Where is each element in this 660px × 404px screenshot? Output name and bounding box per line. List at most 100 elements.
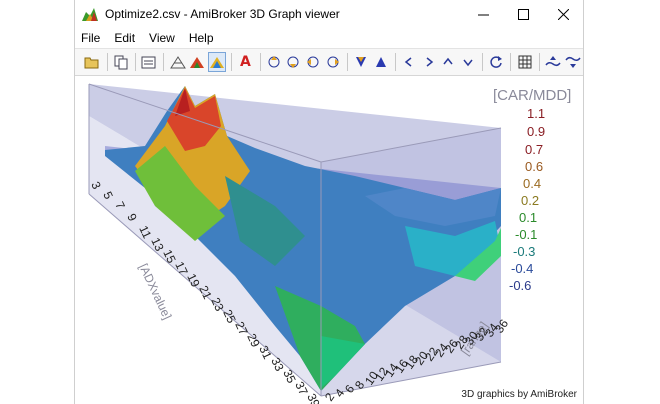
toolbar-separator — [346, 53, 348, 71]
grid-icon — [518, 55, 532, 69]
graph-viewer-window: Optimize2.csv - AmiBroker 3D Graph viewe… — [74, 0, 584, 404]
z-tick: -0.4 — [511, 261, 533, 276]
toolbar-separator — [231, 53, 233, 71]
y-tick: 31 — [256, 343, 274, 361]
y-tick: 27 — [232, 319, 250, 337]
copy-icon — [114, 55, 128, 70]
move-up-button[interactable] — [439, 52, 458, 72]
toolbar-separator — [481, 53, 483, 71]
level-down-button[interactable] — [563, 52, 582, 72]
toolbar-separator — [394, 53, 396, 71]
reset-icon — [490, 56, 503, 68]
z-tick: 0.7 — [525, 142, 543, 157]
wireframe-button[interactable] — [168, 52, 187, 72]
properties-icon — [141, 56, 156, 69]
z-tick: 0.9 — [527, 124, 545, 139]
properties-button[interactable] — [140, 52, 159, 72]
minimize-icon — [477, 14, 489, 15]
text-button[interactable]: A — [236, 52, 255, 72]
toolbar-separator — [538, 53, 540, 71]
folder-open-icon — [84, 57, 99, 69]
z-tick: 1.1 — [527, 106, 545, 121]
z-tick: 0.4 — [523, 176, 541, 191]
minimize-button[interactable] — [463, 0, 503, 28]
y-tick: 13 — [148, 235, 166, 253]
rotate-down-icon — [287, 56, 299, 68]
y-tick: 15 — [160, 247, 178, 265]
menu-bar: File Edit View Help — [75, 28, 583, 48]
toolbar: A — [75, 48, 583, 76]
y-tick: 25 — [220, 307, 238, 325]
maximize-icon — [517, 8, 529, 20]
shaded-button[interactable] — [188, 52, 207, 72]
graph-canvas[interactable]: [CAR/MDD] 1.1 0.9 0.7 0.6 0.4 0.2 0.1 -0… — [75, 76, 585, 404]
move-left-button[interactable] — [400, 52, 419, 72]
wireframe-icon — [169, 56, 186, 69]
maximize-button[interactable] — [503, 0, 543, 28]
y-tick: 39 — [304, 391, 322, 404]
colored-surface-icon — [209, 57, 224, 68]
graph-area[interactable]: [CAR/MDD] 1.1 0.9 0.7 0.6 0.4 0.2 0.1 -0… — [75, 76, 585, 404]
rotate-left-button[interactable] — [304, 52, 323, 72]
surface — [105, 86, 501, 391]
y-tick: 21 — [196, 283, 214, 301]
level-up-button[interactable] — [544, 52, 563, 72]
colored-surface-button[interactable] — [207, 52, 227, 72]
menu-help[interactable]: Help — [188, 31, 214, 45]
z-tick: -0.6 — [509, 278, 531, 293]
arrow-right-icon — [426, 57, 433, 67]
box-edge — [320, 127, 502, 163]
y-tick: 37 — [292, 379, 310, 397]
level-up-icon — [545, 56, 561, 67]
arrow-up-icon — [443, 57, 453, 65]
y-axis-label: [ADXvalue] — [136, 261, 174, 321]
shaded-surface-icon — [190, 57, 205, 68]
y-tick: 33 — [268, 355, 286, 373]
box-edge — [88, 193, 322, 397]
graph-credit: 3D graphics by AmiBroker — [461, 389, 577, 400]
app-icon — [82, 8, 98, 21]
menu-edit[interactable]: Edit — [114, 31, 136, 45]
y-tick: 17 — [172, 259, 190, 277]
zoom-in-icon — [355, 57, 366, 67]
rotate-up-icon — [268, 56, 280, 68]
toolbar-separator — [163, 53, 165, 71]
z-tick: -0.1 — [515, 227, 537, 242]
reset-view-button[interactable] — [487, 52, 506, 72]
text-a-icon: A — [239, 54, 251, 70]
rotate-right-button[interactable] — [323, 52, 342, 72]
zoom-out-icon — [375, 57, 386, 67]
arrow-left-icon — [404, 57, 412, 67]
z-tick: 0.2 — [521, 193, 539, 208]
close-icon — [557, 8, 569, 20]
menu-file[interactable]: File — [81, 31, 101, 45]
zoom-in-button[interactable] — [352, 52, 371, 72]
title-bar[interactable]: Optimize2.csv - AmiBroker 3D Graph viewe… — [75, 0, 583, 28]
toolbar-separator — [259, 53, 261, 71]
copy-button[interactable] — [111, 52, 130, 72]
toolbar-separator — [510, 53, 512, 71]
rotate-down-button[interactable] — [284, 52, 303, 72]
rotate-right-icon — [327, 56, 339, 68]
menu-view[interactable]: View — [149, 31, 175, 45]
arrow-down-icon — [463, 59, 473, 67]
move-right-button[interactable] — [419, 52, 438, 72]
z-tick: 0.6 — [525, 159, 543, 174]
toolbar-separator — [135, 53, 136, 71]
box-edge — [88, 83, 322, 163]
z-axis-label: [CAR/MDD] — [493, 87, 571, 104]
y-tick: 29 — [244, 331, 262, 349]
y-tick: 19 — [184, 271, 202, 289]
open-button[interactable] — [83, 52, 102, 72]
rotate-up-button[interactable] — [265, 52, 284, 72]
y-tick: 35 — [280, 367, 298, 385]
window-title: Optimize2.csv - AmiBroker 3D Graph viewe… — [105, 7, 340, 21]
zoom-out-button[interactable] — [371, 52, 390, 72]
toolbar-separator — [106, 53, 108, 71]
y-tick: 23 — [208, 295, 226, 313]
close-button[interactable] — [543, 0, 583, 28]
grid-button[interactable] — [515, 52, 534, 72]
y-tick: 11 — [136, 223, 154, 241]
box-edge — [320, 361, 502, 397]
move-down-button[interactable] — [458, 52, 477, 72]
